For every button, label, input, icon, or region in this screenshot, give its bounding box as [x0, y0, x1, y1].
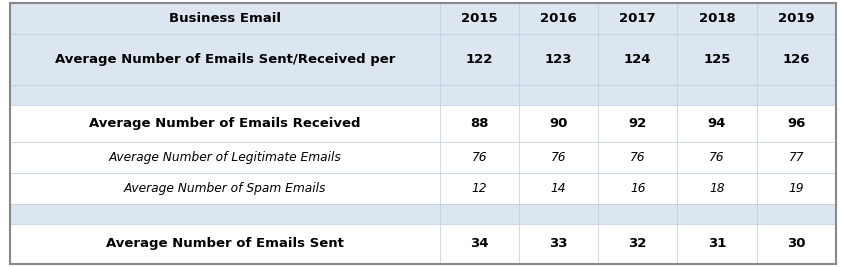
Text: 123: 123	[545, 53, 572, 66]
Bar	[519, 105, 598, 142]
Text: 94: 94	[708, 117, 726, 130]
Text: 124: 124	[624, 53, 651, 66]
Bar	[678, 224, 756, 264]
Bar	[519, 224, 598, 264]
Bar	[678, 85, 756, 105]
Bar	[440, 85, 519, 105]
Bar	[756, 173, 836, 204]
Bar	[598, 105, 678, 142]
Bar	[440, 173, 519, 204]
Bar	[519, 3, 598, 34]
Text: 76: 76	[471, 151, 487, 164]
Bar	[440, 204, 519, 224]
Text: 16: 16	[630, 182, 645, 195]
Bar	[440, 3, 519, 34]
Bar	[756, 142, 836, 173]
Text: Average Number of Spam Emails: Average Number of Spam Emails	[124, 182, 326, 195]
Bar	[519, 34, 598, 85]
Text: 90: 90	[549, 117, 568, 130]
Text: 88: 88	[470, 117, 488, 130]
Text: 14: 14	[551, 182, 566, 195]
Bar	[756, 3, 836, 34]
Bar	[519, 173, 598, 204]
Text: Average Number of Emails Sent: Average Number of Emails Sent	[106, 237, 343, 250]
Text: 19: 19	[788, 182, 804, 195]
Bar	[598, 3, 678, 34]
Bar	[440, 105, 519, 142]
Text: 31: 31	[708, 237, 726, 250]
Text: 2016: 2016	[540, 12, 577, 25]
Bar	[440, 34, 519, 85]
Text: 32: 32	[629, 237, 647, 250]
Bar	[678, 105, 756, 142]
Text: Average Number of Emails Sent/Received per: Average Number of Emails Sent/Received p…	[55, 53, 395, 66]
Bar	[598, 173, 678, 204]
Bar	[756, 224, 836, 264]
Text: 30: 30	[787, 237, 805, 250]
Bar	[10, 34, 440, 85]
Bar	[519, 204, 598, 224]
Bar	[598, 34, 678, 85]
Text: 34: 34	[470, 237, 488, 250]
Text: Average Number of Legitimate Emails: Average Number of Legitimate Emails	[108, 151, 341, 164]
Text: 96: 96	[787, 117, 805, 130]
Bar	[756, 34, 836, 85]
Bar	[598, 204, 678, 224]
Bar	[10, 3, 440, 34]
Bar	[10, 224, 440, 264]
Bar	[756, 204, 836, 224]
Text: 2017: 2017	[619, 12, 656, 25]
Bar	[519, 142, 598, 173]
Text: 125: 125	[703, 53, 731, 66]
Bar	[756, 85, 836, 105]
Bar	[678, 142, 756, 173]
Text: 92: 92	[629, 117, 647, 130]
Text: 12: 12	[471, 182, 487, 195]
Text: 122: 122	[465, 53, 493, 66]
Bar	[678, 34, 756, 85]
Bar	[678, 3, 756, 34]
Text: 18: 18	[709, 182, 725, 195]
Text: 76: 76	[551, 151, 566, 164]
Text: 2018: 2018	[699, 12, 735, 25]
Bar	[440, 142, 519, 173]
Bar	[598, 85, 678, 105]
Text: 33: 33	[549, 237, 568, 250]
Bar	[10, 204, 440, 224]
Text: 77: 77	[788, 151, 804, 164]
Text: Average Number of Emails Received: Average Number of Emails Received	[89, 117, 360, 130]
Bar	[598, 142, 678, 173]
Text: 2019: 2019	[778, 12, 815, 25]
Text: 126: 126	[783, 53, 810, 66]
Bar	[10, 85, 440, 105]
Bar	[10, 142, 440, 173]
Bar	[440, 224, 519, 264]
Text: Business Email: Business Email	[169, 12, 281, 25]
Bar	[678, 173, 756, 204]
Bar	[756, 105, 836, 142]
Bar	[10, 173, 440, 204]
Bar	[598, 224, 678, 264]
Bar	[10, 105, 440, 142]
Text: 76: 76	[709, 151, 725, 164]
Text: 2015: 2015	[461, 12, 497, 25]
Bar	[678, 204, 756, 224]
Bar	[519, 85, 598, 105]
Text: 76: 76	[630, 151, 645, 164]
